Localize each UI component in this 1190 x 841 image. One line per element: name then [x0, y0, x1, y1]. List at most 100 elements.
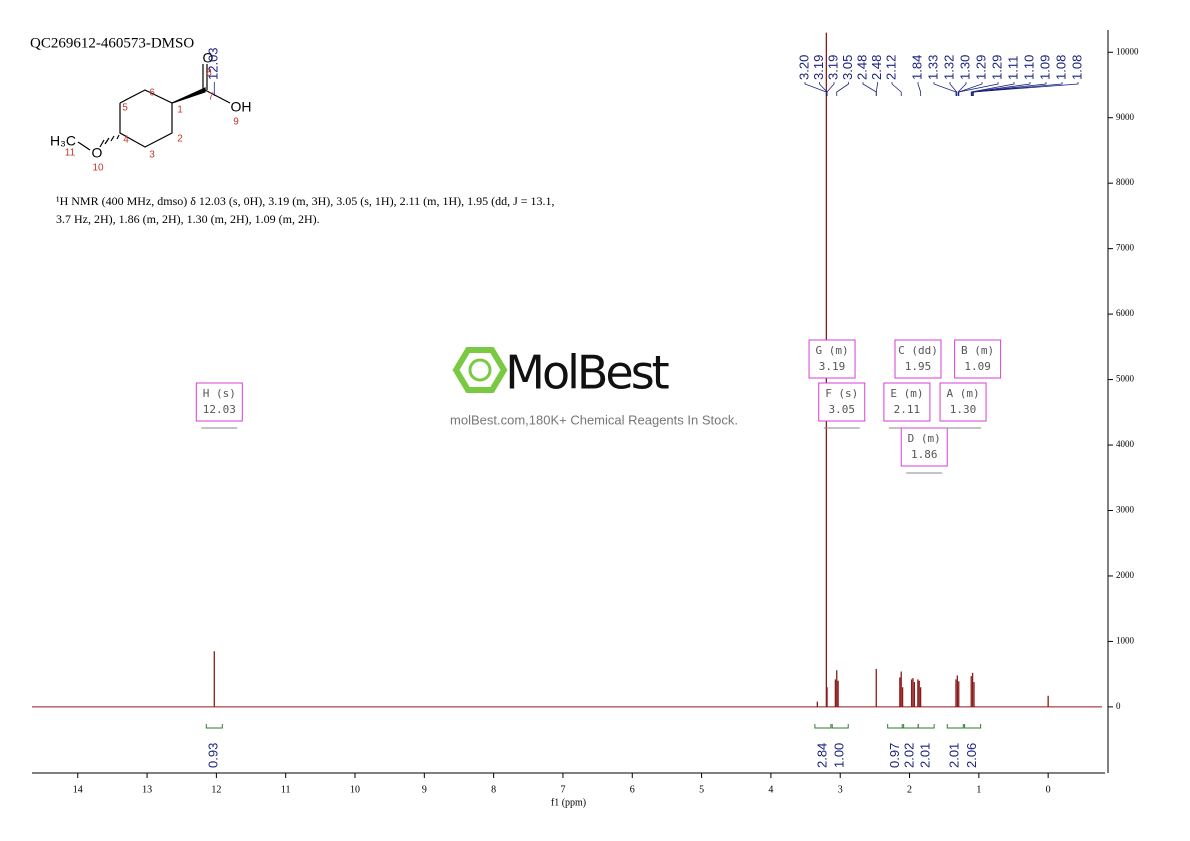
- x-tick-label: 3: [838, 784, 843, 795]
- x-tick-label: 9: [422, 784, 427, 795]
- multiplet-label: D (m): [908, 432, 941, 445]
- peak-label: 1.29: [973, 55, 988, 80]
- bond: [204, 89, 231, 104]
- atom-number: 6: [149, 88, 155, 99]
- x-tick-label: 2: [907, 784, 912, 795]
- atom-number: 11: [65, 148, 76, 159]
- integral-bracket: [946, 724, 964, 729]
- peak-leader: [891, 82, 902, 96]
- hash-bond: [104, 137, 110, 145]
- x-tick-label: 8: [491, 784, 496, 795]
- y-tick-label: 7000: [1116, 243, 1135, 253]
- multiplet-box: [954, 339, 1002, 379]
- peak-label: 1.84: [909, 55, 924, 80]
- description: 3.7 Hz, 2H), 1.86 (m, 2H), 1.30 (m, 2H),…: [56, 212, 320, 226]
- multiplet-label: A (m): [946, 387, 979, 400]
- y-tick-label: 9000: [1116, 112, 1135, 122]
- watermark-brand: MolBest: [505, 346, 668, 400]
- peak-label: 1.09: [1037, 55, 1052, 80]
- y-tick-label: 4000: [1116, 439, 1135, 449]
- peak-label: 1.29: [989, 55, 1004, 80]
- x-tick-label: 10: [350, 784, 360, 795]
- y-tick-label: 2000: [1116, 570, 1135, 580]
- molecule-labels: O OH O H₃C 1 2 3 4 5 6 7 8 9 10 11: [50, 50, 251, 174]
- multiplet-box: [900, 427, 948, 467]
- multiplet-label: E (m): [890, 387, 923, 400]
- peak-label: 1.08: [1053, 55, 1068, 80]
- peak-leader: [836, 82, 849, 96]
- y-tick-label: 8000: [1116, 177, 1135, 187]
- x-tick-label: 5: [699, 784, 704, 795]
- peak-leader: [804, 82, 827, 96]
- peak-label: 3.19: [811, 55, 826, 80]
- atom-label: O: [203, 50, 214, 66]
- integral-label: 2.01: [947, 743, 962, 768]
- integral-bracket: [917, 724, 935, 729]
- peak-label: 1.10: [1021, 55, 1036, 80]
- peak-label: 1.08: [1069, 55, 1084, 80]
- peak-label: 1.33: [925, 55, 940, 80]
- y-tick-label: 3000: [1116, 505, 1135, 515]
- atom-number: 7: [208, 92, 214, 103]
- atom-number: 1: [177, 105, 183, 116]
- peak-label: 2.48: [854, 55, 869, 80]
- integral-label: 2.06: [964, 743, 979, 768]
- atom-label: O: [92, 145, 103, 161]
- atom-number: 9: [233, 117, 239, 128]
- x-tick-label: 13: [142, 784, 152, 795]
- hash-bond: [99, 139, 105, 148]
- multiplet-shift: 12.03: [203, 403, 236, 416]
- multiplet-label: B (m): [961, 344, 994, 357]
- logo: [468, 358, 492, 382]
- multiplet-box: [195, 382, 243, 422]
- multiplet-box: [818, 382, 866, 422]
- x-tick-label: 7: [560, 784, 565, 795]
- peak-label: 12.03: [206, 47, 221, 80]
- peak-leader: [957, 82, 967, 96]
- x-tick-label: 6: [630, 784, 635, 795]
- integral-label: 1.00: [832, 743, 847, 768]
- atom-number: 2: [177, 134, 183, 145]
- peak-leader: [875, 82, 878, 96]
- chart-title: QC269612-460573-DMSO: [30, 35, 194, 51]
- multiplet-shift: 1.09: [964, 360, 991, 373]
- atom-number: 8: [206, 68, 212, 79]
- integral-bracket: [964, 724, 982, 729]
- peak-label: 1.30: [957, 55, 972, 80]
- y-tick-label: 10000: [1116, 46, 1139, 56]
- peak-label: 3.05: [840, 55, 855, 80]
- peak-leader: [917, 82, 922, 96]
- integral-label: 2.84: [814, 743, 829, 768]
- multiplet-box: [883, 382, 931, 422]
- integral-bracket: [205, 724, 223, 729]
- multiplet-label: G (m): [815, 344, 848, 357]
- x-tick-label: 12: [211, 784, 221, 795]
- multiplet-shift: 1.30: [950, 403, 977, 416]
- y-tick-label: 1000: [1116, 635, 1135, 645]
- multiplet-label: C (dd): [898, 344, 938, 357]
- integral-label: 2.01: [918, 743, 933, 768]
- peak-label: 1.32: [941, 55, 956, 80]
- peak-label: 3.20: [796, 55, 811, 80]
- multiplet-label: F (s): [825, 387, 858, 400]
- multiplet-shift: 1.95: [905, 360, 932, 373]
- plot: 14 13 12 11 10 9 8 7 6 5 4 3 2 1 0f1 (ppm)010002000300…: [32, 30, 1139, 808]
- x-tick-label: 14: [73, 784, 83, 795]
- multiplet-shift: 1.86: [911, 448, 938, 461]
- y-tick-label: 0: [1116, 701, 1121, 711]
- bond: [77, 141, 91, 151]
- atom-label: H₃C: [50, 133, 76, 149]
- x-tick-label: 4: [768, 784, 773, 795]
- peak-label: 1.11: [1005, 56, 1020, 80]
- multiplet-shift: 3.19: [819, 360, 846, 373]
- x-tick-label: 11: [281, 784, 291, 795]
- peak-leader: [970, 82, 1015, 96]
- y-tick-label: 5000: [1116, 374, 1135, 384]
- x-axis-label: f1 (ppm): [551, 797, 586, 808]
- peak-leader: [933, 82, 957, 96]
- multiplet-box: [939, 382, 987, 422]
- watermark-tagline: molBest.com,180K+ Chemical Reagents In S…: [450, 412, 738, 427]
- integral-label: 2.02: [902, 743, 917, 768]
- integral-bracket: [814, 724, 832, 729]
- multiplet-box: [894, 339, 942, 379]
